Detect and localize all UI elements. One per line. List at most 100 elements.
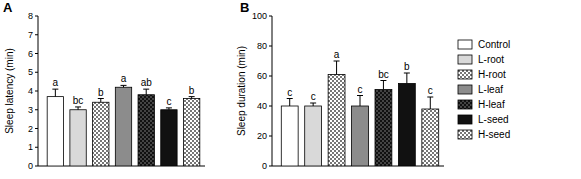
y-tick xyxy=(269,106,272,107)
chart: ASleep latency (min)012345678abcbaabcb xyxy=(3,0,205,171)
error-bar xyxy=(357,96,363,107)
legend-label: H-root xyxy=(478,69,506,80)
significance-letter: c xyxy=(311,91,316,102)
bar xyxy=(305,106,322,166)
error-line xyxy=(146,89,147,95)
legend-swatch xyxy=(458,40,472,49)
significance-letter: b xyxy=(98,87,104,98)
bar xyxy=(352,106,369,166)
bar xyxy=(183,99,199,167)
y-axis-label: Sleep latency (min) xyxy=(4,48,15,134)
bar xyxy=(47,97,63,166)
bar xyxy=(375,90,392,167)
error-cap xyxy=(334,61,340,62)
error-bar xyxy=(143,89,149,95)
error-cap xyxy=(98,98,104,99)
error-bar xyxy=(166,108,172,110)
bar xyxy=(398,84,415,167)
y-axis xyxy=(272,16,273,166)
error-bar xyxy=(121,85,127,87)
error-bar xyxy=(334,61,340,75)
y-tick xyxy=(35,166,38,167)
y-tick-label: 5 xyxy=(28,67,33,77)
y-tick-label: 60 xyxy=(257,71,267,81)
y-tick-label: 0 xyxy=(28,161,33,171)
y-tick-label: 80 xyxy=(257,41,267,51)
marks xyxy=(281,61,438,166)
bar xyxy=(281,106,298,166)
chart: BSleep duration (min)020406080100ccacbcb… xyxy=(236,0,510,171)
significance-letter: b xyxy=(404,61,410,72)
y-tick xyxy=(35,91,38,92)
legend-swatch xyxy=(458,55,472,64)
y-tick-label: 20 xyxy=(257,131,267,141)
error-cap xyxy=(357,95,363,96)
error-bar xyxy=(427,97,433,109)
y-tick-label: 4 xyxy=(28,86,33,96)
error-cap xyxy=(121,85,127,86)
y-tick-label: 100 xyxy=(252,11,267,21)
legend-swatch xyxy=(458,70,472,79)
bar xyxy=(328,75,345,167)
significance-letter: c xyxy=(166,96,171,107)
error-bar xyxy=(380,81,386,90)
y-tick-label: 6 xyxy=(28,49,33,59)
significance-letter: b xyxy=(189,85,195,96)
significance-letter: a xyxy=(53,77,59,88)
error-line xyxy=(383,81,384,90)
legend: ControlL-rootH-rootL-leafH-leafL-seedH-s… xyxy=(458,39,510,140)
bar xyxy=(70,110,86,166)
y-tick xyxy=(269,166,272,167)
error-bar xyxy=(52,89,58,97)
y-tick xyxy=(269,46,272,47)
y-tick xyxy=(269,16,272,17)
error-bar xyxy=(310,103,316,106)
error-line xyxy=(289,99,290,107)
significance-letter: ab xyxy=(141,77,153,88)
error-line xyxy=(336,61,337,75)
y-tick-label: 2 xyxy=(28,124,33,134)
y-tick xyxy=(269,136,272,137)
error-bar xyxy=(98,99,104,103)
bar xyxy=(93,102,109,166)
error-line xyxy=(55,89,56,97)
error-cap xyxy=(75,106,81,107)
legend-swatch xyxy=(458,100,472,109)
y-tick xyxy=(35,53,38,54)
bar xyxy=(138,95,154,166)
significance-letter: bc xyxy=(378,69,389,80)
error-cap xyxy=(287,98,293,99)
significance-letter: a xyxy=(334,49,340,60)
error-cap xyxy=(143,89,149,90)
error-cap xyxy=(166,107,172,108)
y-tick xyxy=(35,16,38,17)
panel-title: A xyxy=(3,0,13,15)
error-cap xyxy=(404,73,410,74)
error-cap xyxy=(189,96,195,97)
legend-swatch xyxy=(458,115,472,124)
significance-letter: c xyxy=(358,84,363,95)
error-cap xyxy=(380,80,386,81)
y-tick xyxy=(35,128,38,129)
y-tick-label: 8 xyxy=(28,11,33,21)
bar xyxy=(115,87,131,166)
y-tick xyxy=(35,34,38,35)
y-tick-label: 3 xyxy=(28,105,33,115)
bar xyxy=(161,110,177,166)
significance-letter: a xyxy=(121,73,127,84)
marks xyxy=(47,85,200,166)
bar xyxy=(422,109,439,166)
error-cap xyxy=(310,103,316,104)
panel-title: B xyxy=(240,0,249,15)
legend-label: Control xyxy=(478,39,510,50)
y-tick xyxy=(35,147,38,148)
error-bar xyxy=(75,107,81,110)
y-tick xyxy=(35,72,38,73)
error-cap xyxy=(427,97,433,98)
significance-letter: c xyxy=(428,85,433,96)
error-bar xyxy=(287,99,293,107)
legend-label: L-leaf xyxy=(478,84,503,95)
legend-label: L-seed xyxy=(478,114,509,125)
legend-swatch xyxy=(458,85,472,94)
error-line xyxy=(430,97,431,109)
